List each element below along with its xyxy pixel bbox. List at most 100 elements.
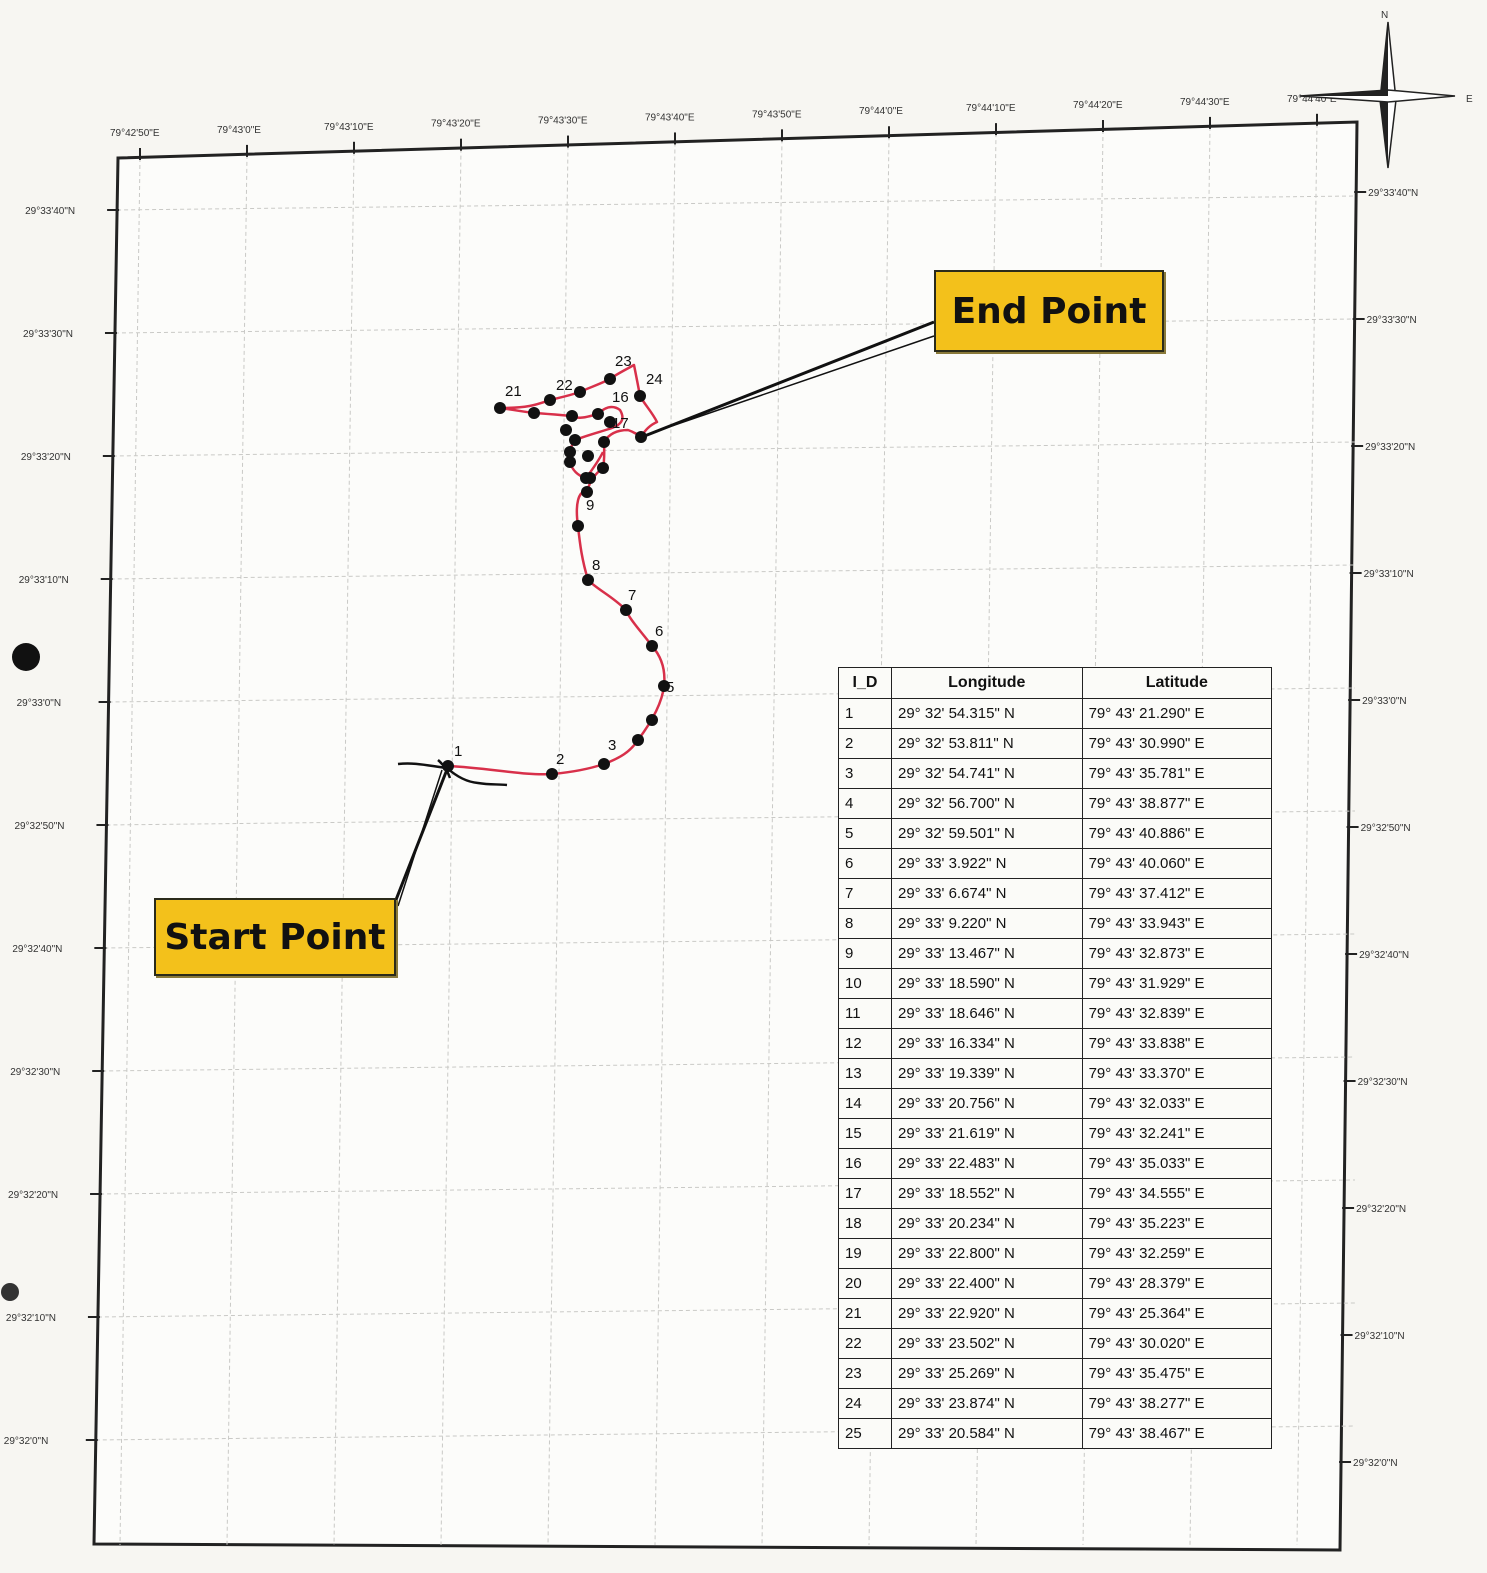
table-cell-id: 9 (838, 938, 892, 969)
table-cell-lng: 29° 33' 20.584" N (891, 1418, 1083, 1449)
track-point (569, 434, 581, 446)
track-point (574, 386, 586, 398)
track-point (582, 450, 594, 462)
table-cell-id: 21 (838, 1298, 892, 1329)
right-axis-label: 29°32'30"N (1358, 1077, 1408, 1088)
track-point (544, 394, 556, 406)
track-point (572, 520, 584, 532)
east-label: E (1466, 94, 1473, 105)
table-cell-lng: 29° 33' 22.400" N (891, 1268, 1083, 1299)
table-row: 1 29° 32' 54.315" N 79° 43' 21.290" E (838, 698, 1273, 729)
table-header-row: I_D Longitude Latitude (838, 667, 1273, 699)
table-cell-lng: 29° 32' 53.811" N (891, 728, 1083, 759)
top-axis-label: 79°43'30"E (538, 116, 588, 127)
track-point (604, 416, 616, 428)
track-point (598, 758, 610, 770)
table-row: 18 29° 33' 20.234" N 79° 43' 35.223" E (838, 1208, 1273, 1239)
table-cell-lat: 79° 43' 31.929" E (1081, 968, 1273, 999)
table-cell-lng: 29° 33' 6.674" N (891, 878, 1083, 909)
table-cell-lng: 29° 33' 9.220" N (891, 908, 1083, 939)
table-row: 19 29° 33' 22.800" N 79° 43' 32.259" E (838, 1238, 1273, 1269)
table-cell-lat: 79° 43' 37.412" E (1081, 878, 1273, 909)
table-cell-lat: 79° 43' 32.259" E (1081, 1238, 1273, 1269)
left-axis-label: 29°32'0"N (4, 1436, 49, 1447)
table-cell-lat: 79° 43' 33.370" E (1081, 1058, 1273, 1089)
track-point-label: 1 (454, 743, 462, 760)
left-axis-label: 29°33'30"N (23, 329, 73, 340)
callout-leaders (390, 320, 935, 911)
table-cell-lng: 29° 33' 3.922" N (891, 848, 1083, 879)
table-cell-id: 23 (838, 1358, 892, 1389)
track-point-label: 16 (612, 389, 629, 406)
table-cell-lng: 29° 33' 13.467" N (891, 938, 1083, 969)
table-cell-lng: 29° 33' 22.483" N (891, 1148, 1083, 1179)
table-cell-id: 16 (838, 1148, 892, 1179)
table-cell-lat: 79° 43' 21.290" E (1081, 698, 1273, 729)
binding-hole-icon (1, 1283, 19, 1301)
table-row: 25 29° 33' 20.584" N 79° 43' 38.467" E (838, 1418, 1273, 1449)
table-cell-lng: 29° 33' 18.646" N (891, 998, 1083, 1029)
track-point-label: 5 (666, 679, 674, 696)
table-cell-id: 25 (838, 1418, 892, 1449)
table-row: 7 29° 33' 6.674" N 79° 43' 37.412" E (838, 878, 1273, 909)
table-cell-lng: 29° 32' 54.741" N (891, 758, 1083, 789)
table-cell-id: 1 (838, 698, 892, 729)
table-cell-lng: 29° 33' 23.502" N (891, 1328, 1083, 1359)
column-header-id: I_D (838, 667, 892, 699)
table-cell-lng: 29° 33' 19.339" N (891, 1058, 1083, 1089)
table-cell-id: 15 (838, 1118, 892, 1149)
table-cell-id: 4 (838, 788, 892, 819)
table-row: 2 29° 32' 53.811" N 79° 43' 30.990" E (838, 728, 1273, 759)
table-cell-id: 6 (838, 848, 892, 879)
table-row: 4 29° 32' 56.700" N 79° 43' 38.877" E (838, 788, 1273, 819)
table-cell-lat: 79° 43' 25.364" E (1081, 1298, 1273, 1329)
north-arrow-icon: N E (1299, 10, 1473, 169)
track-point (564, 456, 576, 468)
table-row: 21 29° 33' 22.920" N 79° 43' 25.364" E (838, 1298, 1273, 1329)
table-cell-id: 20 (838, 1268, 892, 1299)
left-axis-label: 29°32'40"N (12, 944, 62, 955)
right-axis-label: 29°33'20"N (1365, 442, 1415, 453)
table-cell-id: 18 (838, 1208, 892, 1239)
table-cell-lng: 29° 32' 59.501" N (891, 818, 1083, 849)
right-axis-label: 29°32'40"N (1359, 950, 1409, 961)
left-axis-label: 29°33'40"N (25, 206, 75, 217)
track-point-label: 6 (655, 623, 663, 640)
table-cell-lng: 29° 33' 22.920" N (891, 1298, 1083, 1329)
table-cell-id: 17 (838, 1178, 892, 1209)
table-cell-lng: 29° 33' 23.874" N (891, 1388, 1083, 1419)
table-cell-lat: 79° 43' 34.555" E (1081, 1178, 1273, 1209)
table-cell-lat: 79° 43' 35.033" E (1081, 1148, 1273, 1179)
left-axis-label: 29°32'10"N (6, 1313, 56, 1324)
table-cell-lat: 79° 43' 33.943" E (1081, 908, 1273, 939)
track-point-label: 24 (646, 371, 663, 388)
table-cell-lat: 79° 43' 32.241" E (1081, 1118, 1273, 1149)
table-cell-lat: 79° 43' 32.033" E (1081, 1088, 1273, 1119)
table-row: 5 29° 32' 59.501" N 79° 43' 40.886" E (838, 818, 1273, 849)
right-axis-label: 29°33'30"N (1367, 315, 1417, 326)
top-axis-label: 79°43'0"E (217, 125, 261, 136)
track-point (546, 768, 558, 780)
table-cell-lng: 29° 33' 22.800" N (891, 1238, 1083, 1269)
table-row: 3 29° 32' 54.741" N 79° 43' 35.781" E (838, 758, 1273, 789)
table-cell-id: 10 (838, 968, 892, 999)
track-point (560, 424, 572, 436)
start-point-callout: Start Point (154, 898, 396, 976)
table-cell-id: 7 (838, 878, 892, 909)
track-point (604, 373, 616, 385)
left-axis-label: 29°33'0"N (17, 698, 62, 709)
track-point (494, 402, 506, 414)
north-label: N (1381, 10, 1388, 21)
table-cell-lat: 79° 43' 30.990" E (1081, 728, 1273, 759)
track-point-label: 17 (612, 415, 629, 432)
track-point (632, 734, 644, 746)
track-point (442, 760, 454, 772)
table-cell-lat: 79° 43' 35.475" E (1081, 1358, 1273, 1389)
top-axis-label: 79°43'50"E (752, 109, 802, 120)
track-point (528, 407, 540, 419)
top-axis-label: 79°44'30"E (1180, 97, 1230, 108)
top-axis-label: 79°42'50"E (110, 128, 160, 139)
top-axis-label: 79°44'20"E (1073, 100, 1123, 111)
table-cell-id: 12 (838, 1028, 892, 1059)
track-points (442, 373, 670, 780)
